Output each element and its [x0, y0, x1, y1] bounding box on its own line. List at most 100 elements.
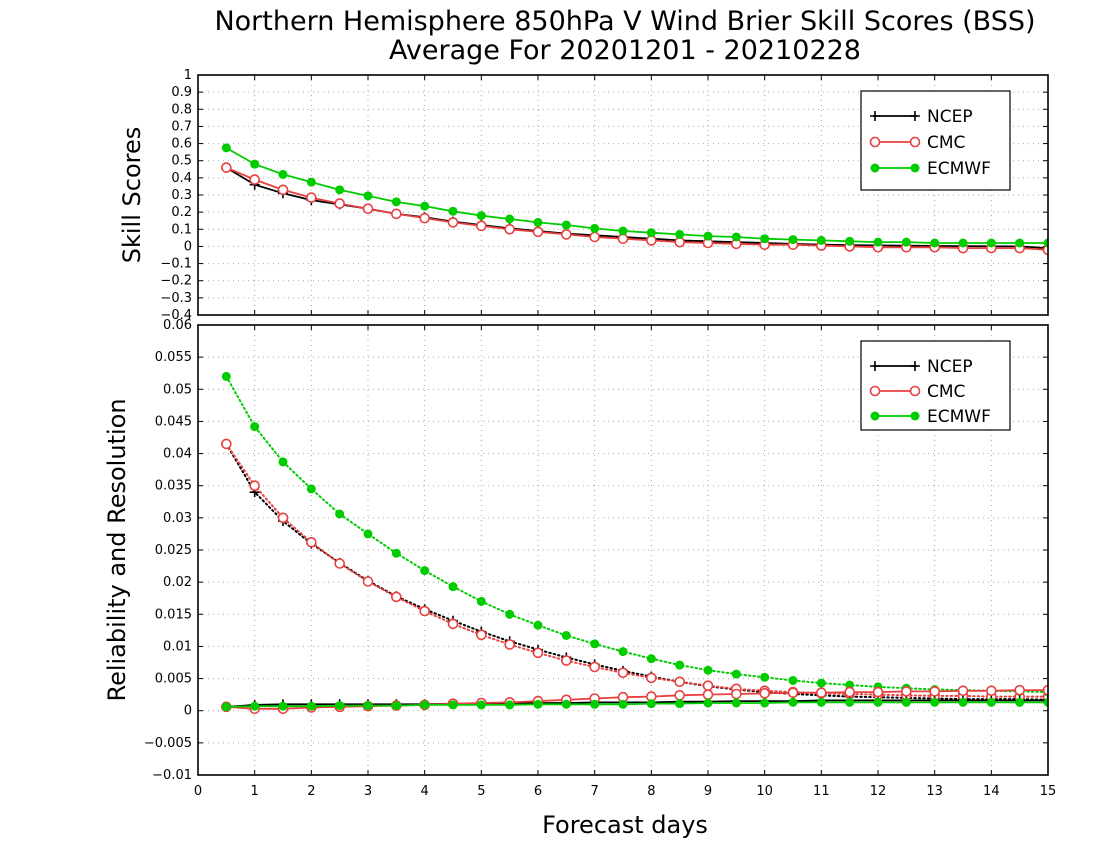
y-tick-label: 0.4 — [171, 171, 192, 186]
y-tick-label: 0.03 — [163, 511, 192, 526]
data-point-cmc-dotted — [646, 672, 657, 684]
data-point-cmc-solid — [674, 236, 685, 248]
y-tick-label: 0.9 — [171, 85, 192, 100]
data-point-ecmwf-dotted — [561, 631, 571, 640]
y-tick-label: 0.7 — [171, 119, 192, 134]
data-point-ecmwf-dotted — [788, 676, 798, 685]
y-tick-label: −0.4 — [160, 308, 192, 323]
data-point-ecmwf-solid — [873, 697, 883, 707]
series-line-ecmwf-solid — [225, 147, 1048, 244]
data-point-ecmwf-dotted — [590, 639, 600, 649]
y-tick-label: 0 — [184, 704, 192, 719]
data-point-cmc-solid — [986, 685, 997, 697]
legend-marker-cmc — [869, 136, 881, 148]
data-point-cmc-solid — [787, 687, 799, 699]
data-point-ecmwf-solid — [278, 169, 288, 179]
data-point-ecmwf-solid — [533, 217, 543, 227]
data-point-cmc-solid — [1014, 684, 1025, 696]
data-point-ecmwf-solid — [675, 229, 685, 239]
data-point-ecmwf-dotted — [476, 596, 486, 606]
data-point-ecmwf-dotted — [533, 620, 543, 630]
x-tick-label: 7 — [591, 784, 599, 799]
data-point-cmc-solid — [391, 208, 402, 220]
data-point-ecmwf-dotted — [505, 609, 515, 619]
data-point-cmc-solid — [249, 174, 260, 185]
data-point-ecmwf-solid — [448, 700, 458, 710]
data-point-cmc-solid — [221, 162, 232, 173]
x-tick-label: 13 — [926, 784, 943, 799]
legend-marker-ecmwf — [870, 411, 880, 421]
legend-marker-ncep — [910, 361, 920, 371]
data-point-ecmwf-solid — [420, 201, 430, 211]
data-point-ecmwf-solid — [391, 197, 401, 207]
series-line-ncep-dotted — [225, 442, 1048, 701]
data-point-ecmwf-solid — [986, 697, 996, 707]
x-tick-label: 6 — [534, 784, 542, 799]
data-point-cmc-solid — [362, 203, 374, 215]
data-point-ecmwf-solid — [476, 700, 486, 710]
data-point-ecmwf-solid — [901, 237, 911, 247]
y-tick-label: −0.1 — [160, 257, 192, 272]
data-point-ecmwf-solid — [958, 697, 968, 707]
plot-area — [221, 143, 1048, 256]
data-point-ecmwf-dotted — [363, 529, 373, 539]
legend: NCEP CMC ECMWF — [860, 340, 1011, 431]
data-point-cmc-solid — [334, 198, 345, 209]
data-point-cmc-solid — [759, 688, 770, 699]
data-point-ecmwf-solid — [930, 238, 940, 248]
data-point-cmc-dotted — [447, 618, 459, 630]
data-point-cmc-dotted — [249, 480, 260, 492]
data-point-ecmwf-solid — [646, 699, 656, 709]
data-point-ecmwf-solid — [1015, 238, 1025, 248]
data-point-ecmwf-dotted — [221, 371, 231, 381]
data-point-ecmwf-solid — [731, 232, 741, 242]
plot-frame — [197, 74, 1049, 316]
plot-frame — [197, 324, 1049, 776]
y-tick-label: 0.1 — [171, 222, 192, 237]
data-point-ecmwf-solid — [221, 702, 231, 712]
legend-marker-ecmwf — [910, 411, 920, 421]
data-point-ecmwf-solid — [335, 701, 345, 711]
data-point-ecmwf-solid — [901, 697, 911, 707]
y-tick-label: −0.005 — [144, 736, 192, 751]
data-point-ecmwf-solid — [250, 159, 260, 169]
data-point-ecmwf-solid — [363, 191, 373, 201]
plot-area — [221, 371, 1048, 715]
data-point-ecmwf-solid — [760, 698, 770, 708]
data-point-cmc-dotted — [277, 512, 289, 524]
legend-marker-ncep — [870, 361, 880, 371]
data-point-cmc-dotted — [334, 558, 345, 569]
data-point-ecmwf-solid — [675, 699, 685, 709]
y-tick-label: −0.01 — [152, 768, 192, 783]
data-point-cmc-solid — [731, 688, 742, 700]
legend-marker-ecmwf — [870, 163, 880, 173]
data-point-cmc-solid — [674, 689, 685, 701]
data-point-cmc-dotted — [589, 661, 600, 673]
x-tick-label: 2 — [307, 784, 315, 799]
x-tick-label: 5 — [477, 784, 485, 799]
data-point-cmc-solid — [277, 184, 289, 196]
data-point-cmc-solid — [1042, 244, 1048, 256]
y-axis-label-skill-scores: Skill Scores — [118, 127, 146, 264]
data-point-cmc-solid — [957, 685, 969, 697]
y-tick-label: 0.02 — [163, 575, 192, 590]
x-tick-label: 0 — [194, 784, 202, 799]
data-point-ecmwf-solid — [703, 698, 713, 708]
series-line-cmc-dotted — [225, 442, 1048, 698]
y-tick-label: 0.05 — [163, 382, 192, 397]
data-point-ecmwf-dotted — [675, 660, 685, 670]
chart-title-line2: Average For 20201201 - 20210228 — [389, 35, 861, 66]
data-point-ecmwf-solid — [618, 226, 628, 236]
data-point-cmc-dotted — [617, 667, 629, 679]
data-point-ecmwf-dotted — [391, 548, 401, 558]
data-point-cmc-solid — [702, 689, 714, 700]
series-line-ecmwf-solid — [225, 701, 1048, 708]
data-point-cmc-dotted — [362, 576, 374, 587]
x-tick-label: 1 — [251, 784, 259, 799]
data-point-cmc-dotted — [306, 536, 317, 548]
data-point-ecmwf-solid — [306, 177, 316, 187]
data-point-ecmwf-solid — [221, 143, 231, 153]
x-axis-label: Forecast days — [542, 811, 708, 839]
y-tick-label: 0.015 — [155, 607, 192, 622]
